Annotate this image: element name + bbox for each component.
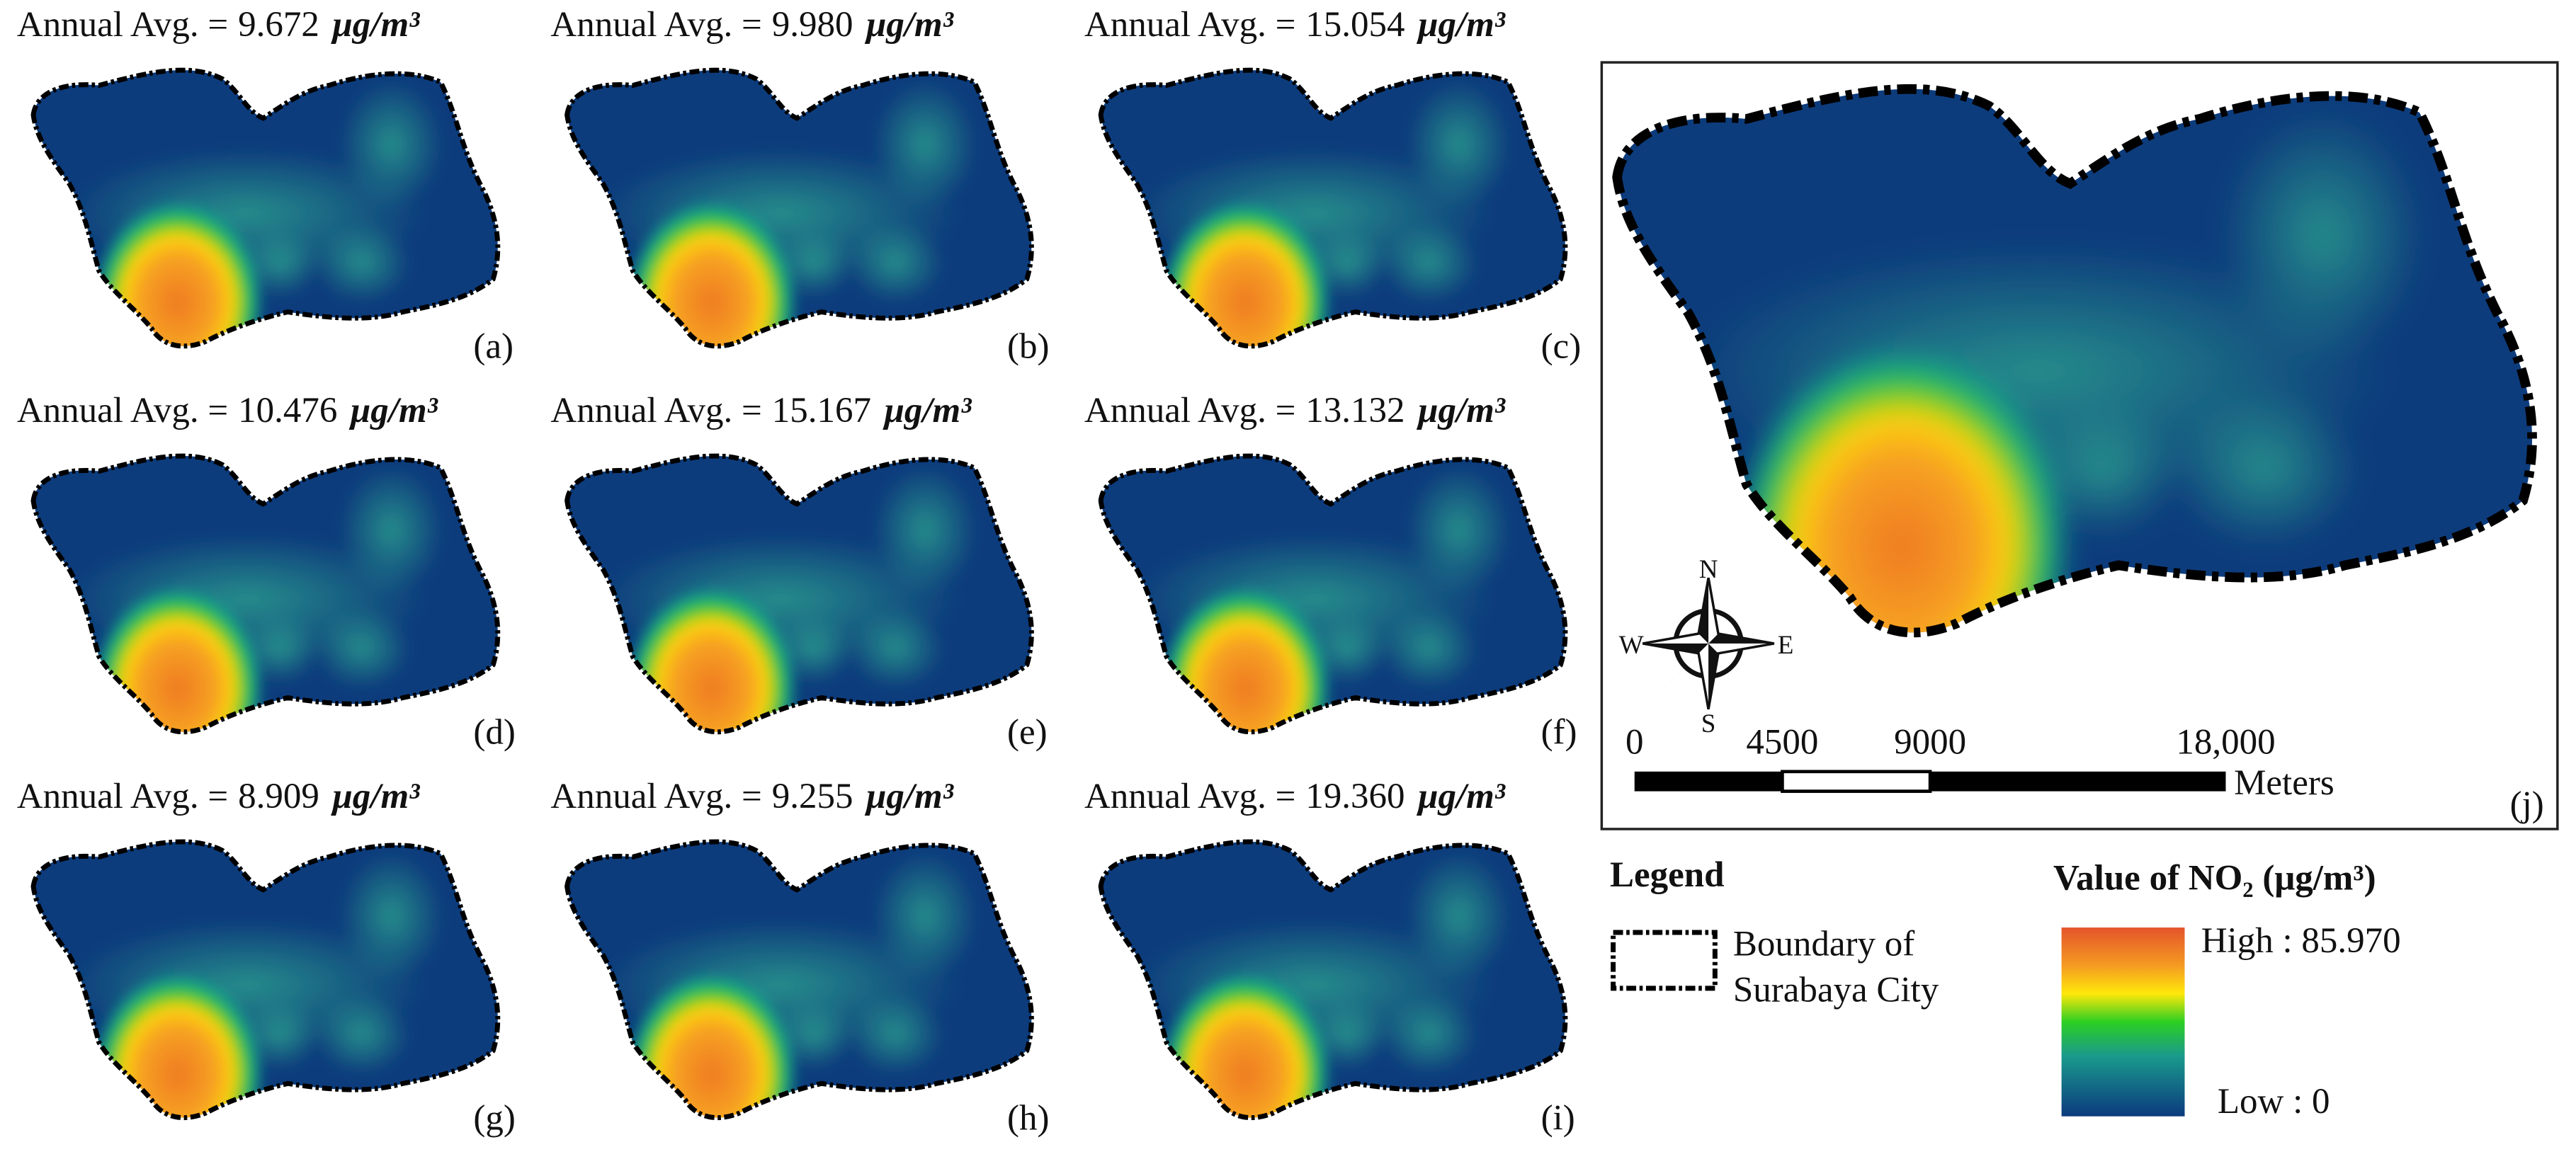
avg-value: 15.167	[772, 391, 871, 430]
panel-label: (h)	[1007, 1098, 1049, 1138]
avg-prefix: Annual Avg. =	[550, 5, 761, 45]
avg-prefix: Annual Avg. =	[17, 391, 228, 430]
avg-prefix: Annual Avg. =	[17, 777, 228, 816]
map	[1068, 0, 1594, 394]
panel-title: Annual Avg. = 19.360 μg/m³	[1084, 777, 1506, 816]
panel-label: (f)	[1541, 712, 1577, 752]
map	[534, 0, 1060, 394]
panel-title: Annual Avg. = 10.476 μg/m³	[17, 391, 438, 430]
panel-label: (g)	[473, 1098, 515, 1138]
panel-title: Annual Avg. = 9.672 μg/m³	[17, 5, 420, 45]
scale-tick: 18,000	[2176, 722, 2275, 762]
avg-unit: μg/m³	[864, 777, 954, 816]
main-map-frame	[1600, 61, 2559, 830]
avg-value: 9.255	[772, 777, 853, 816]
panel-label: (b)	[1007, 326, 1049, 366]
map	[1, 0, 526, 394]
scale-tick: 4500	[1746, 722, 1818, 762]
panel-title: Annual Avg. = 13.132 μg/m³	[1084, 391, 1506, 430]
panel-title: Annual Avg. = 9.255 μg/m³	[550, 777, 953, 816]
scale-unit: Meters	[2234, 763, 2334, 803]
avg-prefix: Annual Avg. =	[1084, 391, 1295, 430]
legend-low: Low : 0	[2218, 1082, 2330, 1121]
compass-w: W	[1619, 631, 1644, 660]
panels: Annual Avg. = 9.672 μg/m³(a)Annual Avg. = 9…	[1, 0, 1594, 1159]
avg-unit: μg/m³	[1416, 391, 1506, 430]
panel-label: (c)	[1541, 326, 1582, 366]
map-panel: Annual Avg. = 9.672 μg/m³ (a)	[1, 0, 526, 394]
map	[534, 386, 1060, 780]
panel-title: Annual Avg. = 15.167 μg/m³	[550, 391, 972, 430]
avg-value: 8.909	[238, 777, 319, 816]
map	[1, 386, 526, 780]
panel-title: Annual Avg. = 8.909 μg/m³	[17, 777, 420, 816]
compass-e: E	[1778, 631, 1794, 660]
avg-unit: μg/m³	[1416, 777, 1506, 816]
scale-tick: 9000	[1894, 722, 1966, 762]
map	[534, 772, 1060, 1159]
color-ramp	[2061, 927, 2185, 1117]
avg-prefix: Annual Avg. =	[17, 5, 228, 45]
avg-prefix: Annual Avg. =	[1084, 5, 1295, 45]
scale-tick: 0	[1625, 722, 1644, 762]
map-panel: Annual Avg. = 15.054 μg/m³ (c)	[1068, 0, 1594, 394]
avg-unit: μg/m³	[330, 777, 420, 816]
panel-label: (e)	[1007, 712, 1048, 752]
avg-value: 9.672	[238, 5, 319, 45]
avg-unit: μg/m³	[1416, 5, 1506, 45]
map-panel: Annual Avg. = 10.476 μg/m³ (d)	[1, 386, 526, 780]
compass-n: N	[1699, 555, 1718, 584]
legend-title: Legend	[1610, 855, 1725, 895]
avg-prefix: Annual Avg. =	[550, 777, 761, 816]
avg-value: 10.476	[238, 391, 337, 430]
boundary-label: Boundary of	[1733, 924, 1914, 964]
avg-prefix: Annual Avg. =	[1084, 777, 1295, 816]
avg-unit: μg/m³	[864, 5, 954, 45]
avg-value: 9.980	[772, 5, 853, 45]
panel-label: (d)	[473, 712, 515, 752]
avg-unit: μg/m³	[883, 391, 972, 430]
map-panel: Annual Avg. = 9.255 μg/m³ (h)	[534, 772, 1060, 1159]
scale-bar	[1634, 770, 2226, 793]
legend-high: High : 85.970	[2201, 921, 2401, 961]
map	[1068, 772, 1594, 1159]
map	[1068, 386, 1594, 780]
boundary-symbol	[1611, 930, 1718, 991]
avg-value: 13.132	[1305, 391, 1405, 430]
compass	[1642, 577, 1775, 709]
avg-unit: μg/m³	[330, 5, 420, 45]
map-panel: Annual Avg. = 15.167 μg/m³ (e)	[534, 386, 1060, 780]
map-panel: Annual Avg. = 19.360 μg/m³ (i)	[1068, 772, 1594, 1159]
panel-title: Annual Avg. = 9.980 μg/m³	[550, 5, 953, 45]
avg-unit: μg/m³	[348, 391, 438, 430]
map-panel: Annual Avg. = 8.909 μg/m³ (g)	[1, 772, 526, 1159]
panel-title: Annual Avg. = 15.054 μg/m³	[1084, 5, 1506, 45]
boundary-label: Surabaya City	[1733, 970, 1939, 1010]
panel-label: (i)	[1541, 1098, 1575, 1138]
avg-prefix: Annual Avg. =	[550, 391, 761, 430]
value-title: Value of NO₂ (μg/m³)	[2053, 859, 2376, 898]
avg-value: 15.054	[1305, 5, 1405, 45]
map	[1, 772, 526, 1159]
avg-value: 19.360	[1305, 777, 1405, 816]
map-panel: Annual Avg. = 13.132 μg/m³ (f)	[1068, 386, 1594, 780]
panel-label: (a)	[473, 326, 514, 366]
map-panel: Annual Avg. = 9.980 μg/m³ (b)	[534, 0, 1060, 394]
panel-label: (j)	[2510, 784, 2544, 824]
compass-s: S	[1701, 709, 1716, 738]
